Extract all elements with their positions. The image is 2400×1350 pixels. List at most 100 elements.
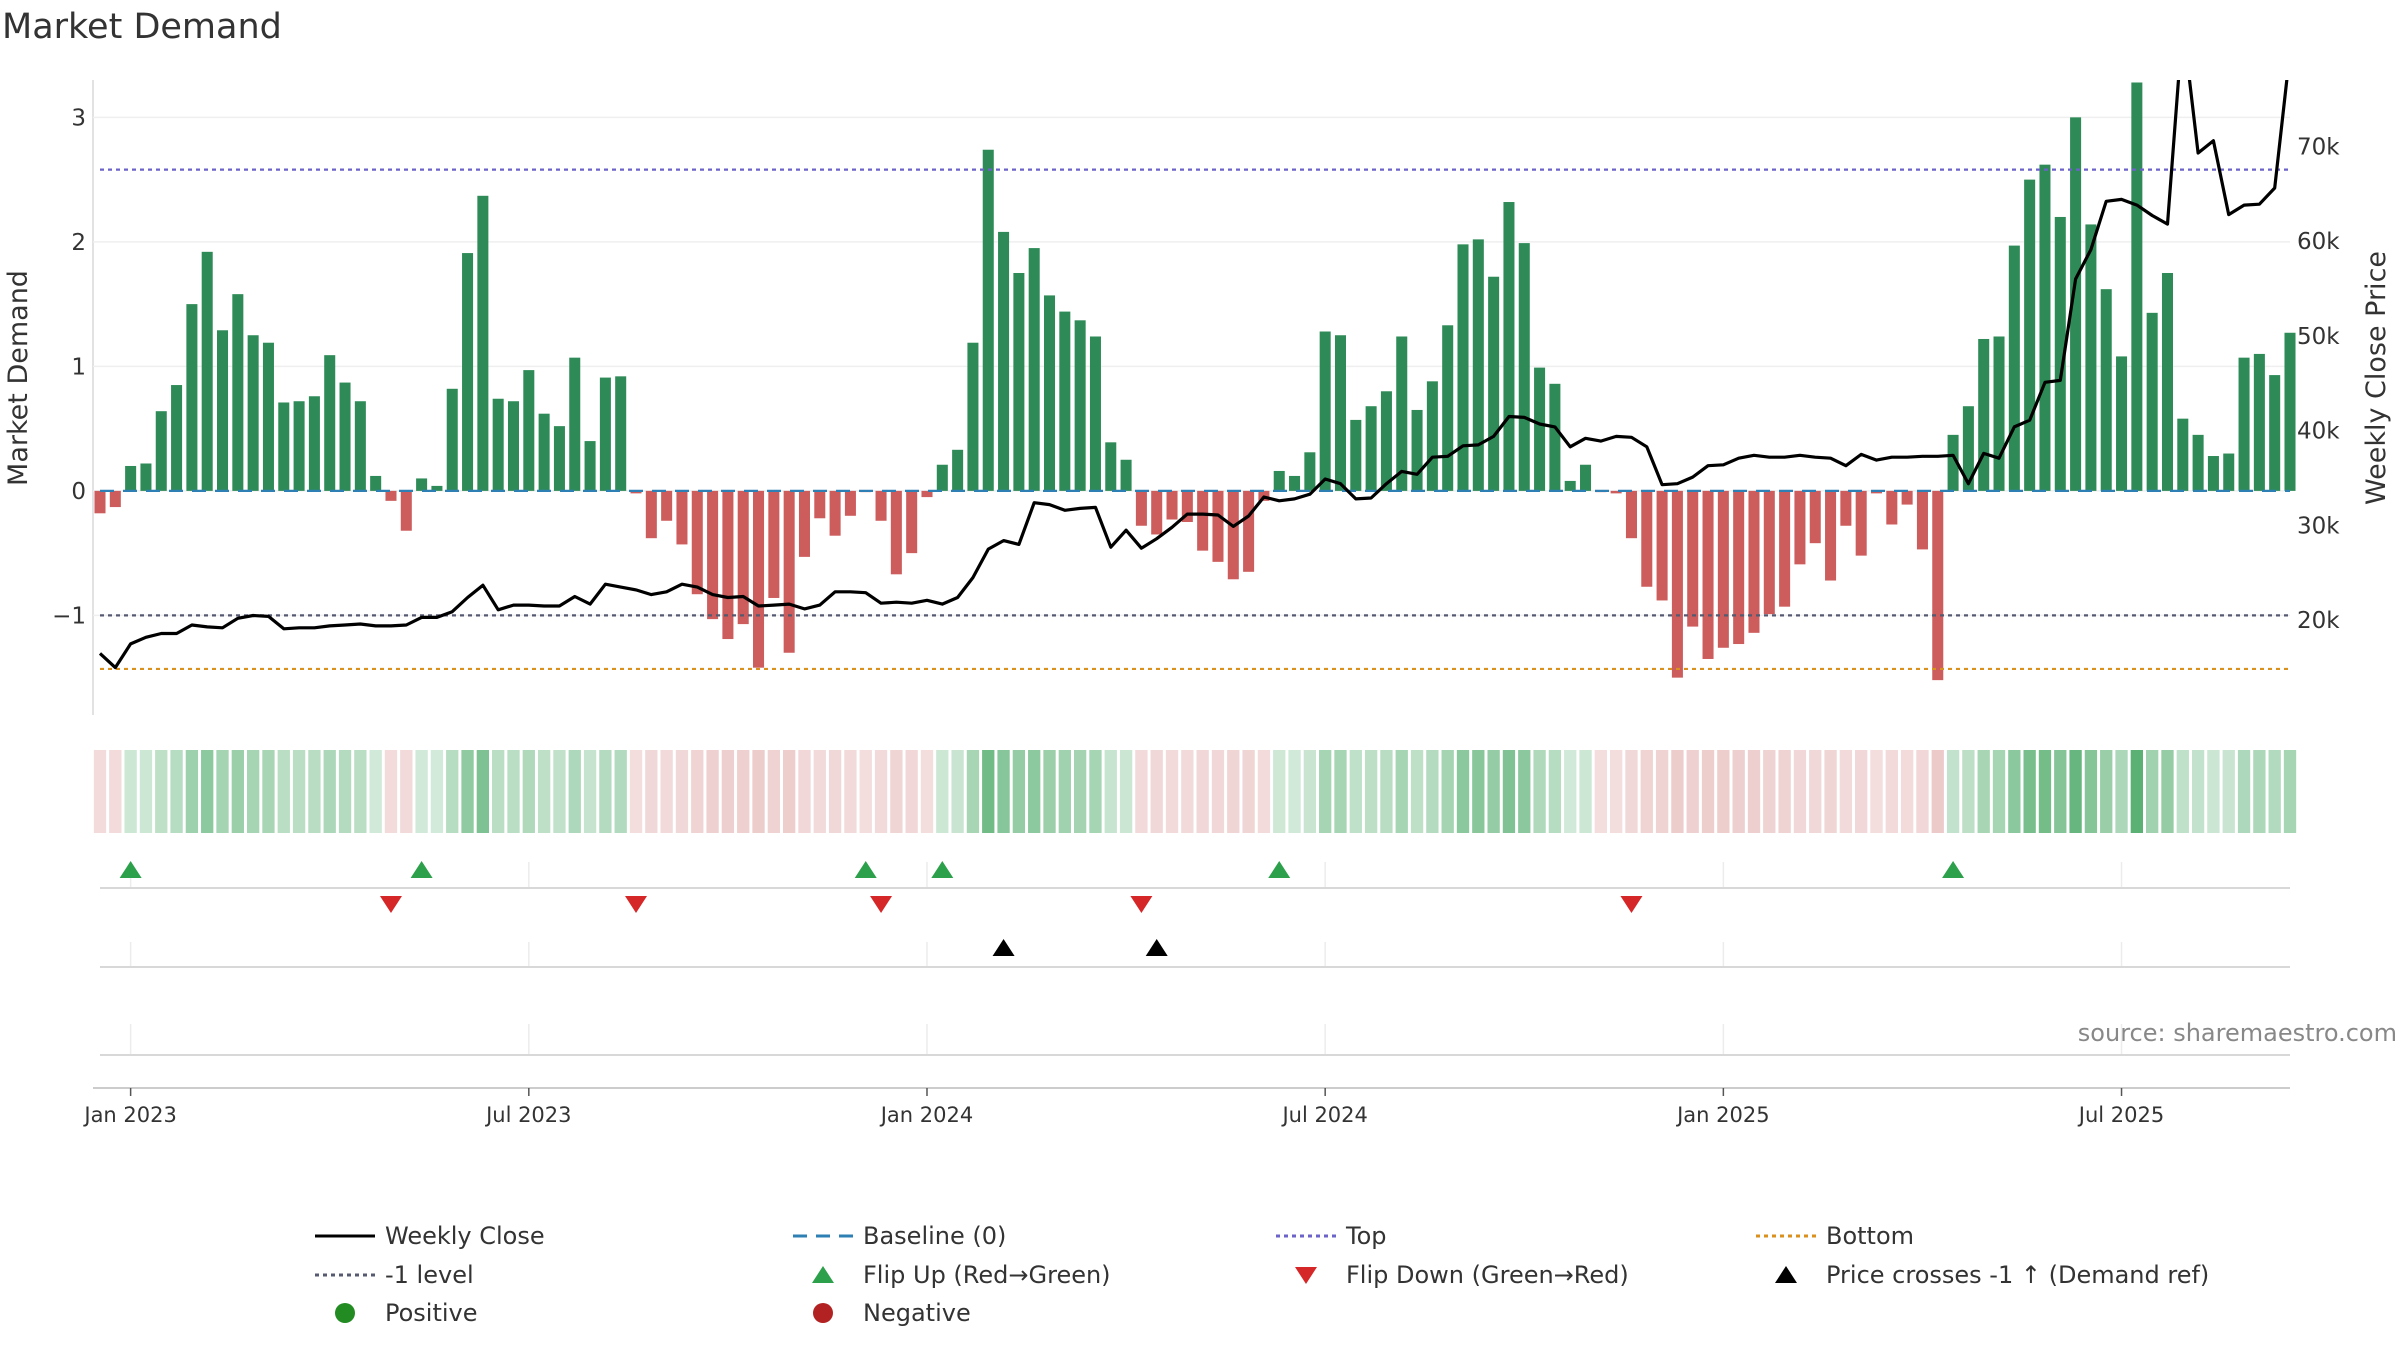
- heat-cell: [1992, 750, 2006, 833]
- demand-bar-negative: [707, 490, 719, 620]
- demand-bar-negative: [921, 490, 933, 498]
- demand-bar-negative: [1641, 490, 1653, 587]
- heat-cell: [1104, 750, 1117, 833]
- legend-swatch: [1295, 1267, 1317, 1284]
- demand-bar-positive: [1564, 480, 1576, 491]
- demand-bar-positive: [507, 401, 520, 491]
- demand-bar-positive: [247, 335, 259, 491]
- demand-bar-negative: [844, 490, 856, 516]
- heat-cell: [721, 750, 735, 833]
- heat-cell: [1839, 750, 1853, 833]
- heat-cell: [2054, 750, 2067, 833]
- demand-bar-negative: [1181, 490, 1193, 523]
- heat-cell: [1288, 750, 1301, 833]
- demand-bar-positive: [584, 441, 596, 491]
- heat-cell: [2283, 750, 2297, 833]
- demand-bar-positive: [1993, 336, 2005, 491]
- demand-bar-negative: [1166, 490, 1178, 520]
- demand-bar-negative: [1212, 490, 1224, 562]
- heat-cell: [354, 750, 367, 833]
- heat-cell: [966, 750, 980, 833]
- demand-bar-positive: [492, 398, 504, 491]
- demand-bar-positive: [2085, 224, 2097, 491]
- flip-down-marker: [1620, 896, 1643, 913]
- demand-bar-positive: [1365, 406, 1377, 491]
- heat-cell: [1518, 750, 1531, 833]
- heat-cell: [583, 750, 597, 833]
- demand-bar-positive: [2238, 357, 2250, 491]
- heat-cell: [890, 750, 903, 833]
- demand-bar-negative: [1151, 490, 1163, 535]
- heat-cell: [813, 750, 826, 833]
- heat-cell: [1747, 750, 1761, 833]
- flip-up-marker: [854, 861, 877, 878]
- heat-cell: [568, 750, 581, 833]
- heat-cell: [93, 750, 107, 833]
- demand-bar-negative: [1717, 490, 1729, 648]
- left-tick-label: −1: [52, 603, 86, 629]
- heat-cell: [384, 750, 398, 833]
- heat-cell: [1456, 750, 1470, 833]
- heat-cell: [1594, 750, 1607, 833]
- flip-down-marker: [379, 896, 402, 913]
- legend-label: Positive: [385, 1299, 478, 1327]
- demand-bar-negative: [906, 490, 918, 554]
- demand-bar-positive: [1426, 381, 1438, 491]
- demand-bar-negative: [1840, 490, 1852, 526]
- legend-item: Top: [1276, 1222, 1387, 1250]
- demand-bar-positive: [339, 382, 351, 491]
- demand-bar-negative: [1932, 490, 1944, 681]
- heat-cell: [2008, 750, 2021, 833]
- demand-bar-negative: [400, 490, 412, 531]
- left-axis-label: Market Demand: [3, 270, 34, 486]
- demand-bar-negative: [1671, 490, 1683, 678]
- flip-down-marker: [1130, 896, 1153, 913]
- demand-bar-positive: [1120, 459, 1132, 491]
- heat-cell: [185, 750, 199, 833]
- heat-cell: [1089, 750, 1102, 833]
- demand-bar-positive: [2207, 456, 2219, 491]
- heat-cell: [2161, 750, 2174, 833]
- demand-bar-positive: [2070, 117, 2082, 491]
- heat-cell: [1564, 750, 1577, 833]
- heat-cell: [400, 750, 413, 833]
- demand-bar-positive: [1396, 336, 1408, 491]
- heat-cell: [1855, 750, 1868, 833]
- heat-cell: [1165, 750, 1179, 833]
- heat-cell: [2191, 750, 2205, 833]
- heat-cell: [292, 750, 306, 833]
- heat-cell: [1533, 750, 1546, 833]
- demand-bar-positive: [2131, 82, 2143, 491]
- heat-cell: [262, 750, 275, 833]
- heat-cell: [1609, 750, 1623, 833]
- legend-label: Flip Down (Green→Red): [1346, 1261, 1629, 1289]
- heat-cell: [614, 750, 627, 833]
- heat-cell: [323, 750, 336, 833]
- heat-cell: [1012, 750, 1026, 833]
- demand-bar-positive: [1028, 248, 1040, 491]
- demand-bar-negative: [1702, 490, 1714, 659]
- heat-cell: [216, 750, 229, 833]
- heat-cell: [1977, 750, 1990, 833]
- demand-bar-negative: [768, 490, 780, 598]
- heat-cell: [1410, 750, 1424, 833]
- right-tick-label: 70k: [2297, 134, 2340, 160]
- flip-up-marker: [931, 861, 954, 878]
- heat-cell: [109, 750, 122, 833]
- heat-cell: [798, 750, 811, 833]
- demand-bar-positive: [569, 357, 581, 491]
- demand-bar-positive: [171, 385, 183, 491]
- demand-bar-positive: [599, 377, 611, 491]
- demand-bar-positive: [186, 304, 198, 491]
- demand-bar-positive: [1534, 367, 1546, 491]
- left-tick-label: 2: [71, 230, 86, 256]
- heat-cell: [231, 750, 244, 833]
- demand-bar-positive: [1013, 272, 1025, 491]
- legend: Weekly Close Baseline (0) Top Bottom -1 leve…: [315, 1222, 2209, 1327]
- demand-bar-negative: [645, 490, 657, 539]
- demand-bar-positive: [2284, 332, 2296, 491]
- heat-cell: [537, 750, 551, 833]
- demand-bar-positive: [2253, 353, 2265, 491]
- demand-bar-positive: [936, 464, 948, 491]
